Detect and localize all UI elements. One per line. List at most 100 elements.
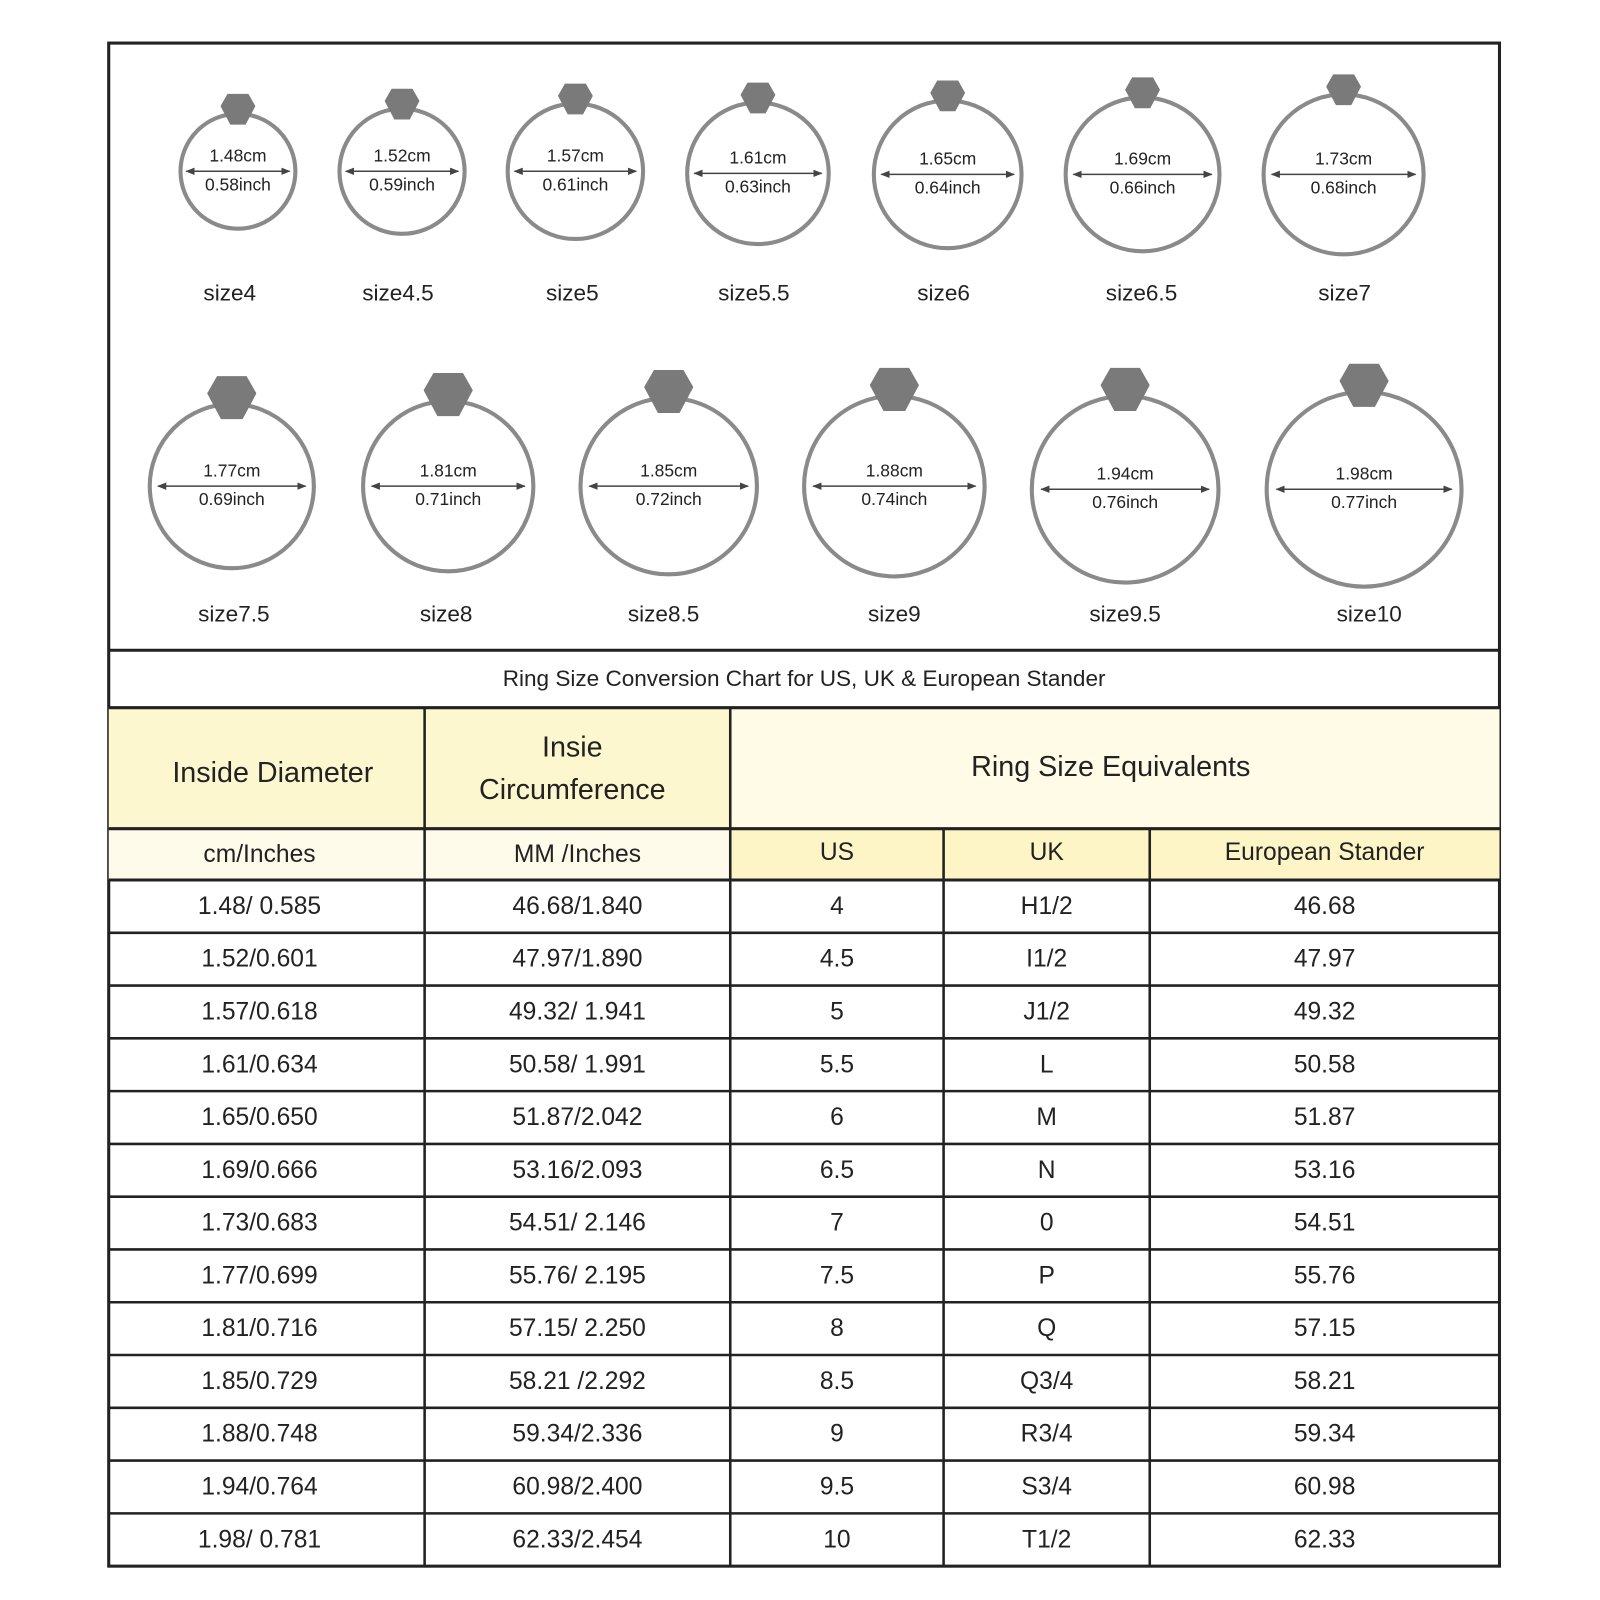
ring-cm: 1.61cm bbox=[729, 148, 786, 168]
table-cell: S3/4 bbox=[1021, 1474, 1072, 1501]
ring-inch: 0.66inch bbox=[1110, 177, 1176, 197]
ring-inch: 0.58inch bbox=[205, 174, 271, 194]
table-cell: 57.15/ 2.250 bbox=[509, 1315, 646, 1342]
ring-cm: 1.48cm bbox=[209, 146, 266, 166]
ring-cm: 1.57cm bbox=[547, 146, 604, 166]
ring-size-label: size8 bbox=[420, 601, 473, 626]
subheader-text: cm/Inches bbox=[203, 841, 315, 868]
ring-cm: 1.52cm bbox=[373, 146, 430, 166]
ring-size-label: size5.5 bbox=[718, 280, 789, 305]
gem bbox=[1100, 367, 1150, 411]
ring-size-label: size4 bbox=[203, 280, 256, 305]
table-cell: P bbox=[1038, 1262, 1054, 1289]
table-cell: L bbox=[1040, 1051, 1054, 1078]
table-cell: 7 bbox=[830, 1210, 844, 1237]
ring-size-label: size5 bbox=[546, 280, 599, 305]
gem bbox=[644, 369, 694, 414]
table-cell: 1.77/0.699 bbox=[201, 1262, 317, 1289]
header-text: Ring Size Equivalents bbox=[971, 751, 1250, 783]
gem bbox=[423, 373, 473, 417]
table-cell: 59.34 bbox=[1294, 1421, 1356, 1448]
gem bbox=[1125, 77, 1160, 109]
ring-inch: 0.76inch bbox=[1092, 492, 1158, 512]
table-cell: 1.61/0.634 bbox=[201, 1051, 317, 1078]
table-cell: 62.33/2.454 bbox=[512, 1526, 642, 1553]
table-cell: 53.16/2.093 bbox=[512, 1157, 642, 1184]
gem bbox=[869, 367, 919, 411]
table-cell: 58.21 bbox=[1294, 1368, 1356, 1395]
table-cell: 1.65/0.650 bbox=[201, 1104, 317, 1131]
ring-cm: 1.65cm bbox=[919, 149, 976, 169]
ring-cm: 1.85cm bbox=[640, 460, 697, 480]
gem bbox=[1326, 74, 1362, 106]
table-cell: 1.98/ 0.781 bbox=[198, 1526, 321, 1553]
table-cell: 1.88/0.748 bbox=[201, 1421, 317, 1448]
table-cell: 49.32 bbox=[1294, 998, 1356, 1025]
table-cell: 1.57/0.618 bbox=[201, 998, 317, 1025]
ring-size-label: size8.5 bbox=[628, 601, 699, 626]
ring-cm: 1.98cm bbox=[1336, 463, 1393, 483]
table-cell: 6 bbox=[830, 1104, 844, 1131]
table-cell: 9.5 bbox=[820, 1474, 854, 1501]
table-cell: 60.98 bbox=[1294, 1474, 1356, 1501]
subheader-text: European Stander bbox=[1225, 839, 1425, 866]
ring-cm: 1.88cm bbox=[866, 460, 923, 480]
table-cell: 6.5 bbox=[820, 1157, 854, 1184]
table-cell: 1.81/0.716 bbox=[201, 1315, 317, 1342]
subheader-text: UK bbox=[1030, 839, 1065, 866]
header-cell bbox=[108, 707, 425, 829]
ring-inch: 0.72inch bbox=[636, 489, 702, 509]
table-cell: 51.87/2.042 bbox=[512, 1104, 642, 1131]
table-cell: 60.98/2.400 bbox=[512, 1474, 642, 1501]
header-text: Insie Circumference bbox=[479, 731, 666, 805]
table-cell: T1/2 bbox=[1022, 1526, 1071, 1553]
subheader-cell bbox=[730, 828, 1500, 880]
ring-inch: 0.61inch bbox=[542, 174, 608, 194]
ring-size-label: size10 bbox=[1337, 601, 1402, 626]
table-cell: 1.73/0.683 bbox=[201, 1210, 317, 1237]
table-cell: 8.5 bbox=[820, 1368, 854, 1395]
ring-cm: 1.81cm bbox=[420, 460, 477, 480]
table-cell: I1/2 bbox=[1026, 946, 1067, 973]
gem bbox=[557, 83, 593, 115]
ring-cm: 1.77cm bbox=[203, 460, 260, 480]
subheader-cell bbox=[108, 828, 731, 880]
ring-inch: 0.68inch bbox=[1311, 177, 1377, 197]
table-cell: H1/2 bbox=[1021, 893, 1073, 920]
table-cell: 49.32/ 1.941 bbox=[509, 998, 646, 1025]
ring-size-label: size7 bbox=[1318, 280, 1371, 305]
gem bbox=[1339, 363, 1389, 407]
table-cell: 47.97 bbox=[1294, 946, 1356, 973]
ring-inch: 0.63inch bbox=[725, 176, 791, 196]
table-cell: J1/2 bbox=[1023, 998, 1070, 1025]
table-cell: 59.34/2.336 bbox=[512, 1421, 642, 1448]
table-cell: 53.16 bbox=[1294, 1157, 1356, 1184]
ring-inch: 0.77inch bbox=[1331, 492, 1397, 512]
table-cell: 7.5 bbox=[820, 1262, 854, 1289]
ring-size-label: size9 bbox=[868, 601, 921, 626]
table-title: Ring Size Conversion Chart for US, UK & … bbox=[503, 666, 1106, 691]
ring-inch: 0.59inch bbox=[369, 174, 435, 194]
table-cell: N bbox=[1038, 1157, 1056, 1184]
gem bbox=[930, 80, 966, 112]
table-cell: 9 bbox=[830, 1421, 844, 1448]
table-cell: 10 bbox=[823, 1526, 850, 1553]
table-cell: 1.94/0.764 bbox=[201, 1474, 317, 1501]
table-cell: Q bbox=[1037, 1315, 1056, 1342]
header-cell bbox=[424, 707, 731, 829]
ring-inch: 0.74inch bbox=[861, 489, 927, 509]
table-cell: 5 bbox=[830, 998, 844, 1025]
ring-cm: 1.69cm bbox=[1114, 149, 1171, 169]
table-cell: Q3/4 bbox=[1020, 1368, 1073, 1395]
table-cell: 62.33 bbox=[1294, 1526, 1356, 1553]
ring-cm: 1.94cm bbox=[1097, 463, 1154, 483]
table-cell: R3/4 bbox=[1021, 1421, 1073, 1448]
ring-inch: 0.64inch bbox=[915, 177, 981, 197]
table-cell: 1.48/ 0.585 bbox=[198, 893, 321, 920]
table-cell: 1.52/0.601 bbox=[201, 946, 317, 973]
table-cell: M bbox=[1036, 1104, 1057, 1131]
table-cell: 50.58/ 1.991 bbox=[509, 1051, 646, 1078]
table-cell: 46.68 bbox=[1294, 893, 1356, 920]
